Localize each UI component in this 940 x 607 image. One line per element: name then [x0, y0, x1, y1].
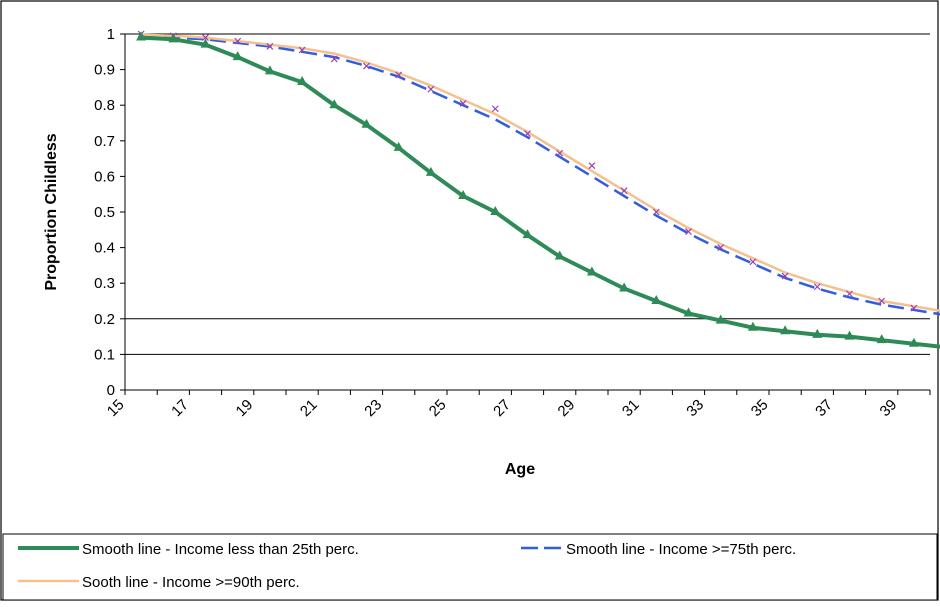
triangle-marker-12 [522, 229, 533, 239]
point-marker-12 [524, 130, 531, 138]
point-marker-6 [330, 55, 338, 63]
y-tick-label-7: 0.7 [94, 133, 115, 150]
y-tick-label-0: 0 [107, 382, 115, 399]
triangle-marker-16 [651, 295, 662, 304]
point-marker-14 [588, 162, 596, 170]
point-marker-7 [363, 62, 370, 70]
triangle-marker-23 [876, 334, 887, 344]
point-marker-13 [556, 149, 564, 157]
triangle-marker-3 [232, 51, 243, 61]
x-axis-title: Age [505, 461, 535, 478]
triangle-marker-9 [425, 166, 436, 176]
point-marker-19 [749, 258, 757, 266]
point-marker-15 [620, 187, 628, 195]
series-lines [139, 33, 940, 349]
series-markers [136, 30, 919, 347]
point-marker-21 [813, 283, 821, 291]
triangle-marker-14 [586, 266, 597, 276]
series-line-3 [139, 33, 940, 312]
triangle-marker-4 [264, 65, 275, 75]
y-axis-title: Proportion Childless [43, 133, 60, 290]
legend: Smooth line - Income less than 25th perc… [18, 541, 796, 591]
triangle-marker-8 [393, 141, 404, 151]
point-marker-24 [910, 304, 918, 312]
series-line-2 [141, 34, 940, 316]
series-line-1 [139, 35, 940, 349]
triangle-marker-21 [812, 328, 823, 338]
point-marker-5 [298, 46, 306, 54]
y-tick-label-3: 0.3 [94, 275, 115, 292]
triangle-marker-13 [554, 250, 565, 260]
y-tick-label-4: 0.4 [94, 240, 115, 257]
point-marker-16 [652, 208, 660, 216]
point-marker-2 [202, 34, 209, 41]
triangle-marker-11 [490, 206, 501, 215]
y-tick-label-9: 0.9 [94, 62, 115, 79]
y-tick-label-8: 0.8 [94, 97, 115, 114]
point-marker-11 [491, 105, 499, 113]
triangle-marker-0 [136, 31, 147, 41]
point-marker-17 [685, 228, 692, 236]
point-marker-4 [266, 43, 274, 50]
point-marker-9 [427, 85, 435, 93]
point-marker-3 [234, 37, 242, 45]
triangle-marker-18 [715, 314, 726, 324]
legend-item-1: Smooth line - Income less than 25th perc… [18, 541, 359, 558]
triangle-marker-24 [908, 337, 919, 347]
y-tick-label-5: 0.5 [94, 204, 115, 221]
legend-item-3: Sooth line - Income >=90th perc. [18, 574, 300, 591]
triangle-marker-2 [200, 38, 211, 48]
y-tick-label-10: 1 [107, 26, 115, 43]
triangle-marker-1 [168, 33, 179, 43]
legend-box [2, 533, 938, 601]
point-marker-18 [717, 244, 725, 252]
gridlines [125, 33, 930, 355]
triangle-marker-5 [297, 76, 308, 86]
triangle-marker-19 [747, 321, 758, 331]
triangle-marker-20 [780, 325, 791, 335]
legend-label-2: Smooth line - Income >=75th perc. [566, 541, 796, 558]
triangle-marker-7 [361, 118, 372, 128]
point-marker-23 [878, 297, 886, 305]
legend-label-1: Smooth line - Income less than 25th perc… [82, 541, 359, 558]
triangle-marker-15 [619, 282, 630, 292]
point-marker-22 [846, 290, 853, 298]
y-tick-label-6: 0.6 [94, 168, 115, 185]
triangle-marker-10 [458, 189, 469, 199]
y-tick-labels: 0 0.1 0.2 0.3 0.4 0.5 0.6 0.7 0.8 0.9 1 [94, 26, 125, 399]
legend-label-3: Sooth line - Income >=90th perc. [82, 574, 300, 591]
triangle-marker-6 [329, 99, 340, 109]
point-marker-8 [395, 71, 403, 79]
y-tick-label-2: 0.2 [94, 311, 115, 328]
legend-item-2: Smooth line - Income >=75th perc. [521, 541, 796, 558]
triangle-marker-22 [844, 330, 855, 340]
y-tick-label-1: 0.1 [94, 346, 115, 363]
triangle-marker-17 [683, 307, 694, 317]
point-marker-10 [459, 99, 467, 107]
point-marker-20 [781, 272, 789, 280]
